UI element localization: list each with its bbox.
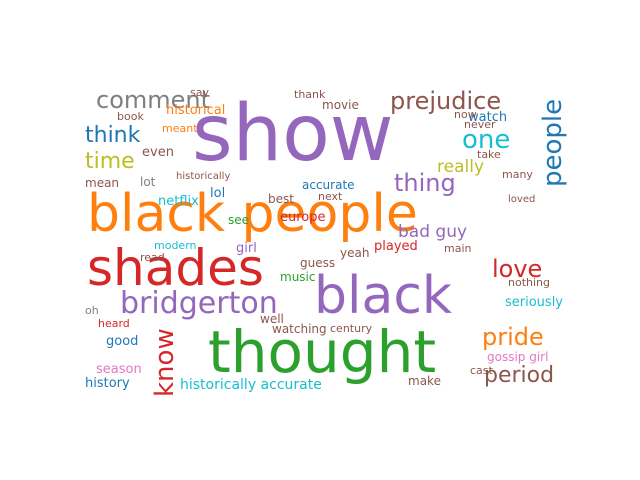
- word-cast: cast: [470, 364, 493, 377]
- word-well: well: [260, 312, 284, 326]
- word-seriously: seriously: [505, 295, 563, 310]
- word-accurate: accurate: [302, 178, 355, 192]
- word-historically: historically: [176, 171, 231, 182]
- word-black: black: [314, 266, 453, 326]
- word-make: make: [408, 374, 441, 388]
- word-nothing: nothing: [508, 276, 550, 289]
- word-even: even: [142, 145, 174, 160]
- word-lot: lot: [140, 175, 156, 189]
- word-watching: watching: [272, 322, 327, 336]
- word-book: book: [117, 110, 144, 123]
- word-watch: watch: [468, 110, 508, 125]
- word-thing: thing: [394, 169, 456, 197]
- word-europe: europe: [280, 210, 326, 225]
- word-music: music: [280, 270, 316, 284]
- word-love: love: [492, 255, 543, 283]
- word-thank: thank: [294, 88, 326, 101]
- word-pride: pride: [482, 323, 544, 351]
- word-show: show: [192, 89, 394, 179]
- word-period: period: [484, 363, 555, 388]
- word-know: know: [150, 328, 180, 397]
- word-really: really: [437, 157, 484, 177]
- word-movie: movie: [322, 98, 359, 112]
- word-best: best: [268, 192, 294, 206]
- word-read: read: [140, 251, 165, 264]
- word-bad-guy: bad guy: [398, 222, 468, 242]
- word-modern: modern: [154, 239, 197, 252]
- word-loved: loved: [508, 194, 536, 205]
- word-heard: heard: [98, 317, 130, 330]
- word-prejudice: prejudice: [390, 87, 502, 115]
- word-historically-accurate: historically accurate: [180, 377, 322, 393]
- word-say: say: [190, 86, 209, 99]
- word-one: one: [462, 125, 511, 155]
- word-guess: guess: [300, 256, 336, 270]
- word-gossip-girl: gossip girl: [487, 350, 549, 364]
- word-many: many: [502, 168, 533, 181]
- word-main: main: [444, 242, 472, 255]
- word-good: good: [106, 334, 139, 349]
- word-historical: historical: [166, 103, 226, 118]
- word-see: see: [228, 213, 250, 227]
- word-cloud: show black people shades black thought p…: [82, 85, 582, 398]
- word-next: next: [318, 190, 343, 203]
- word-thought: thought: [208, 318, 437, 386]
- word-comment: comment: [96, 86, 211, 114]
- word-history: history: [85, 376, 130, 391]
- word-take: take: [477, 148, 501, 161]
- word-oh: oh: [85, 304, 99, 317]
- word-played: played: [374, 239, 418, 254]
- word-shades: shades: [87, 239, 264, 297]
- word-time: time: [85, 149, 135, 174]
- word-black-people: black people: [87, 184, 418, 244]
- word-mean: mean: [85, 176, 120, 190]
- word-people: people: [538, 98, 568, 187]
- word-century: century: [330, 322, 373, 335]
- word-season: season: [96, 362, 142, 377]
- word-think: think: [85, 123, 141, 148]
- word-never: never: [464, 118, 496, 131]
- word-yeah: yeah: [340, 246, 370, 260]
- word-netflix: netflix: [158, 194, 199, 209]
- word-now: now: [454, 108, 477, 121]
- word-bridgerton: bridgerton: [120, 286, 278, 321]
- word-girl: girl: [236, 241, 257, 256]
- word-meant: meant: [162, 122, 198, 135]
- word-lol: lol: [210, 186, 226, 201]
